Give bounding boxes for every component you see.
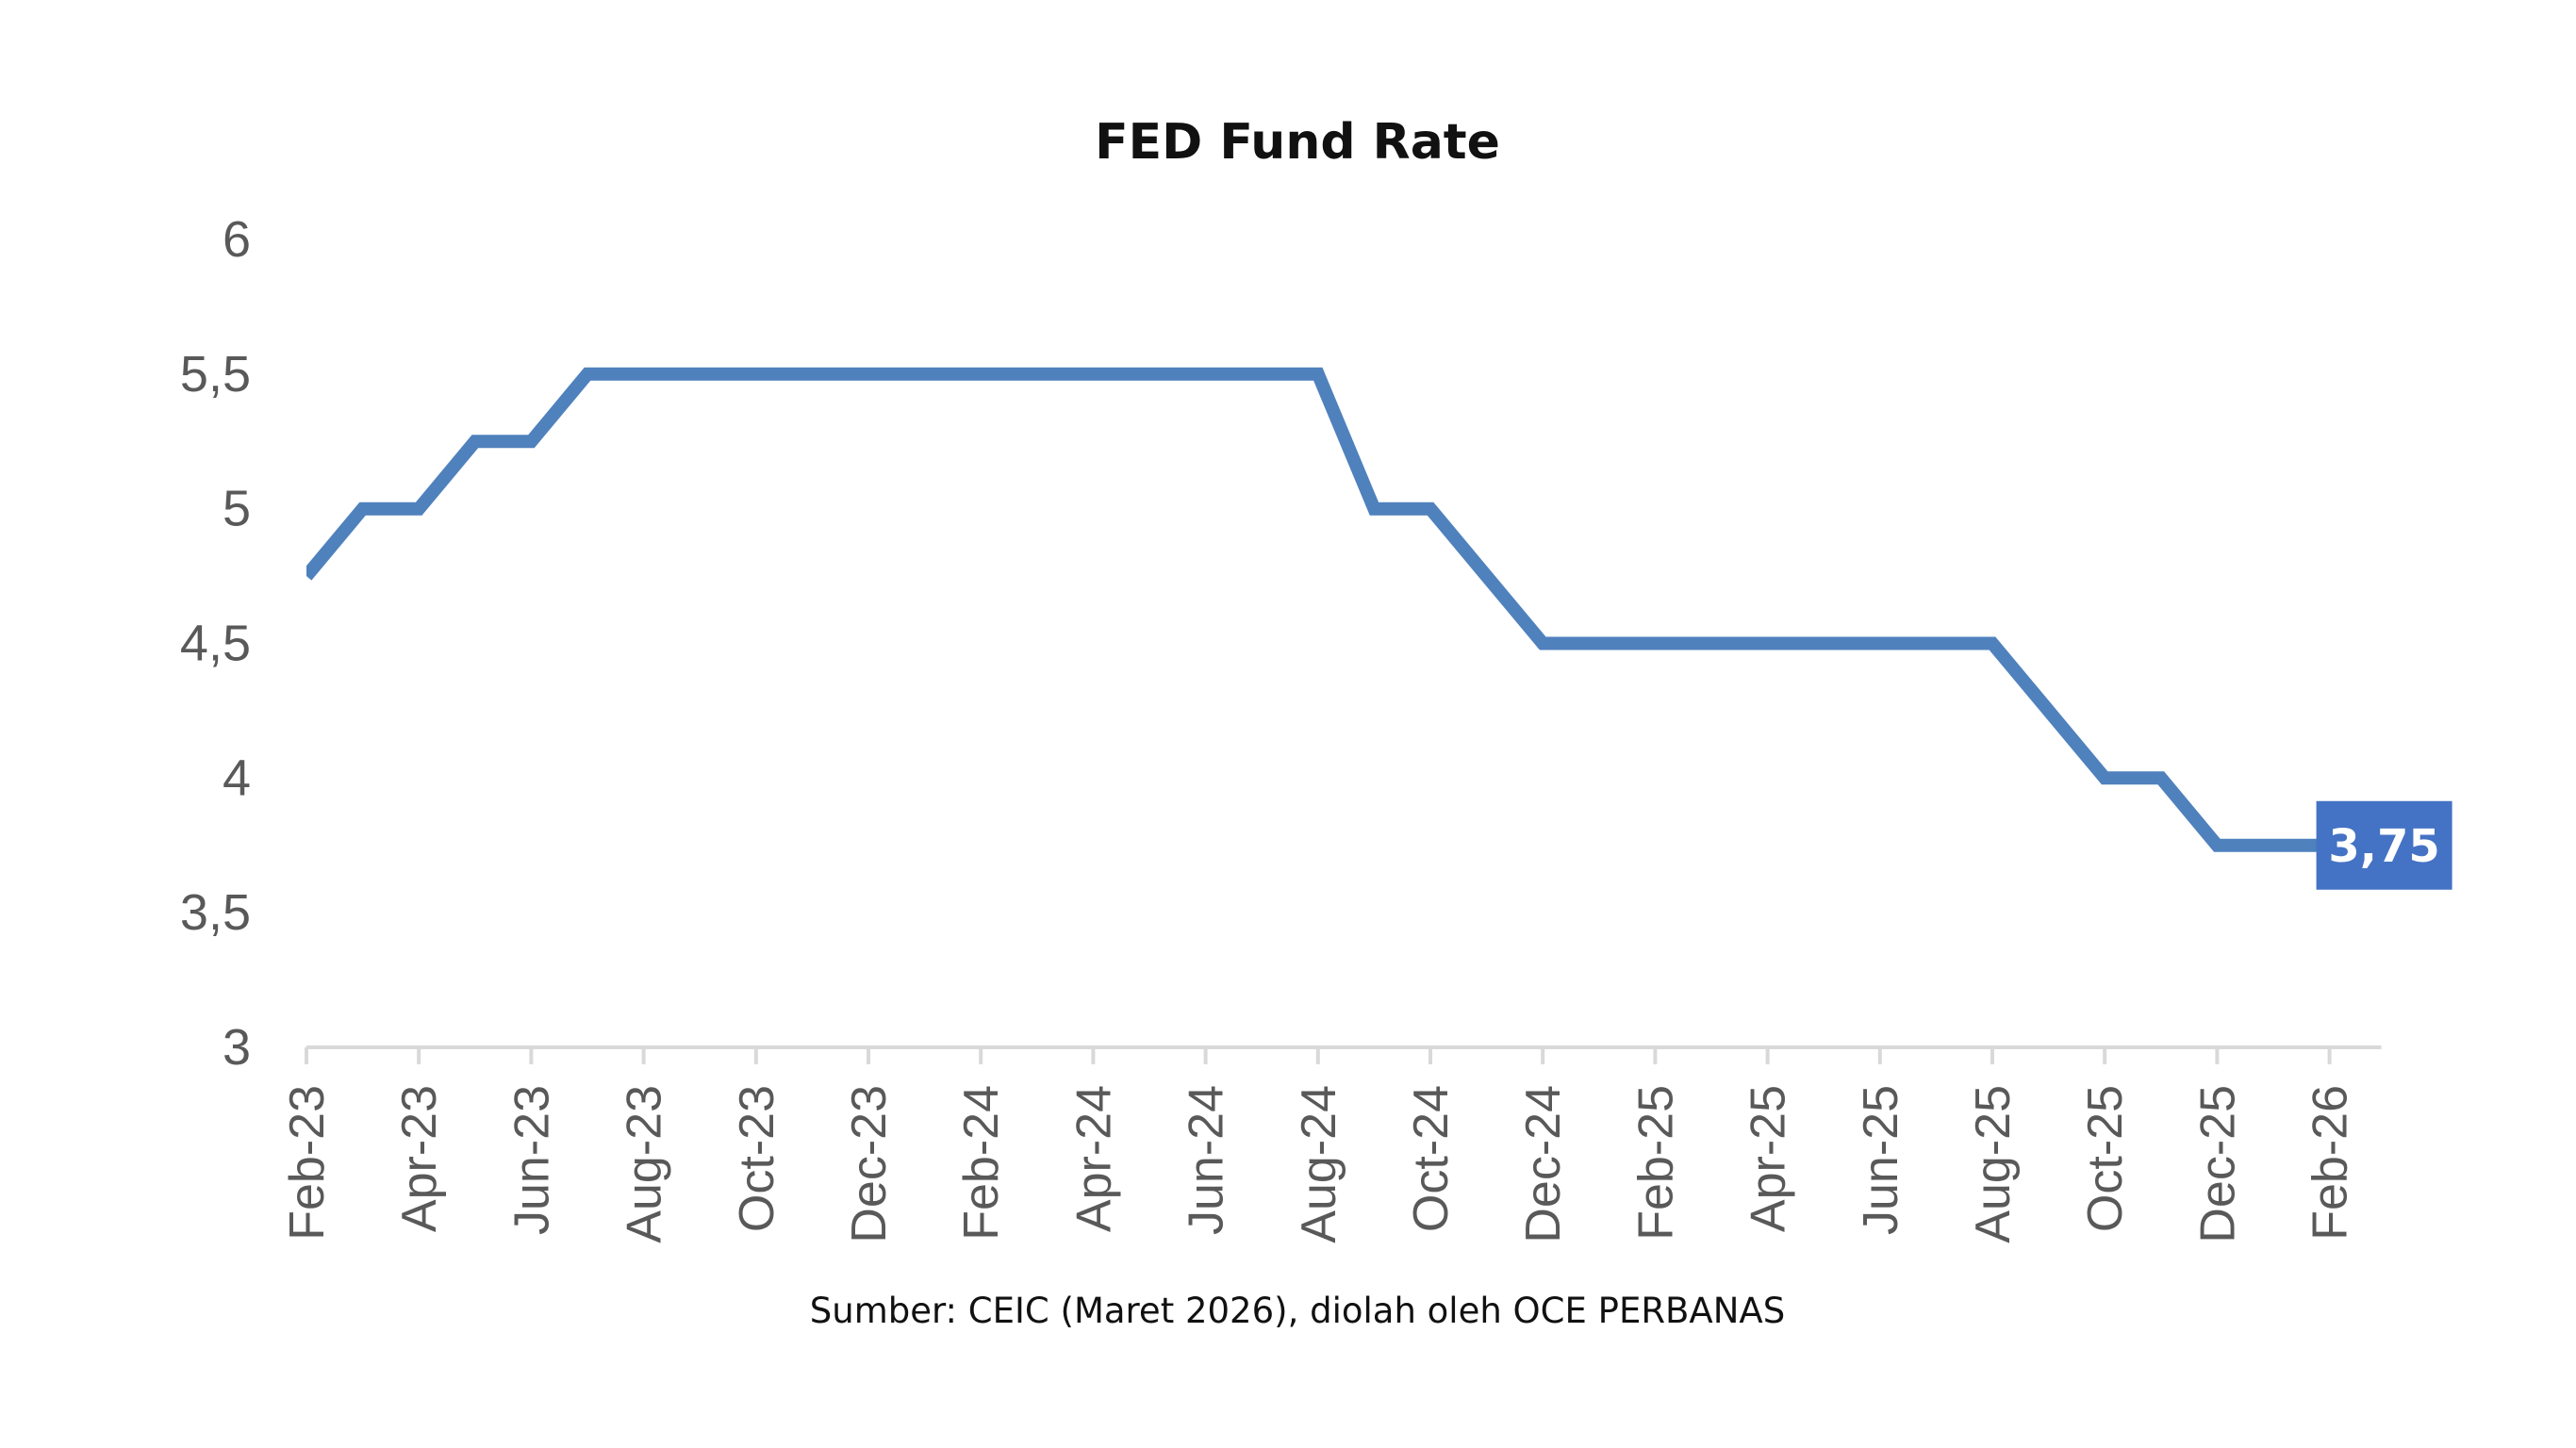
x-tick-label: Oct-24 [1404,1085,1459,1232]
x-tick-label: Feb-26 [2304,1085,2358,1241]
x-tick-label: Dec-23 [842,1085,897,1243]
x-tick-label: Oct-23 [730,1085,784,1232]
y-tick-label: 3,5 [180,884,251,941]
x-tick-label: Dec-24 [1516,1085,1571,1243]
y-tick-label: 4,5 [180,616,251,672]
chart-title: FED Fund Rate [1095,114,1500,171]
x-tick-label: Feb-23 [280,1085,335,1241]
x-tick-label: Apr-24 [1066,1085,1121,1232]
x-axis: Feb-23 Apr-23 Jun-23 Aug-23 Oct-23 Dec-23 Feb-… [280,1045,2382,1243]
x-tick-label: Dec-25 [2190,1085,2245,1243]
x-tick-label: Oct-25 [2078,1085,2133,1232]
x-tick-label: Feb-25 [1628,1085,1683,1241]
y-axis: 3 3,5 4 4,5 5 5,5 6 [180,211,251,1076]
source-note: Sumber: CEIC (Maret 2026), diolah oleh O… [810,1291,1785,1331]
plot-area: 3,75 [306,367,2452,890]
data-label-box [2316,800,2452,890]
x-tick-label: Aug-23 [618,1085,672,1243]
x-tick-label: Aug-24 [1292,1085,1346,1243]
y-tick-label: 3 [223,1019,251,1076]
y-tick-label: 6 [223,211,251,268]
y-tick-label: 5,5 [180,346,251,403]
y-tick-label: 5 [223,481,251,537]
x-tick-label: Jun-23 [504,1085,559,1235]
x-tick-label: Jun-24 [1180,1085,1234,1235]
data-label: 3,75 [2328,820,2439,873]
y-tick-label: 4 [223,749,251,806]
x-tick-label: Aug-25 [1966,1085,2021,1243]
x-tick-label: Apr-23 [392,1085,447,1232]
x-tick-label: Feb-24 [954,1085,1009,1241]
series-line [306,367,2320,852]
x-tick-label: Apr-25 [1742,1085,1796,1232]
x-tick-label: Jun-25 [1854,1085,1908,1235]
